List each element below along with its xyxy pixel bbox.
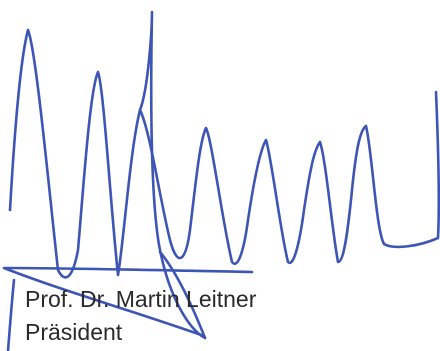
signature-underline (4, 266, 254, 274)
signature-cross-stroke (158, 250, 207, 340)
signer-title: Präsident (25, 319, 123, 345)
signer-name: Prof. Dr. Martin Leitner (25, 286, 257, 312)
signature-diagonal (2, 266, 206, 338)
signature-descender (6, 278, 16, 351)
signature-second-stroke (138, 90, 440, 266)
